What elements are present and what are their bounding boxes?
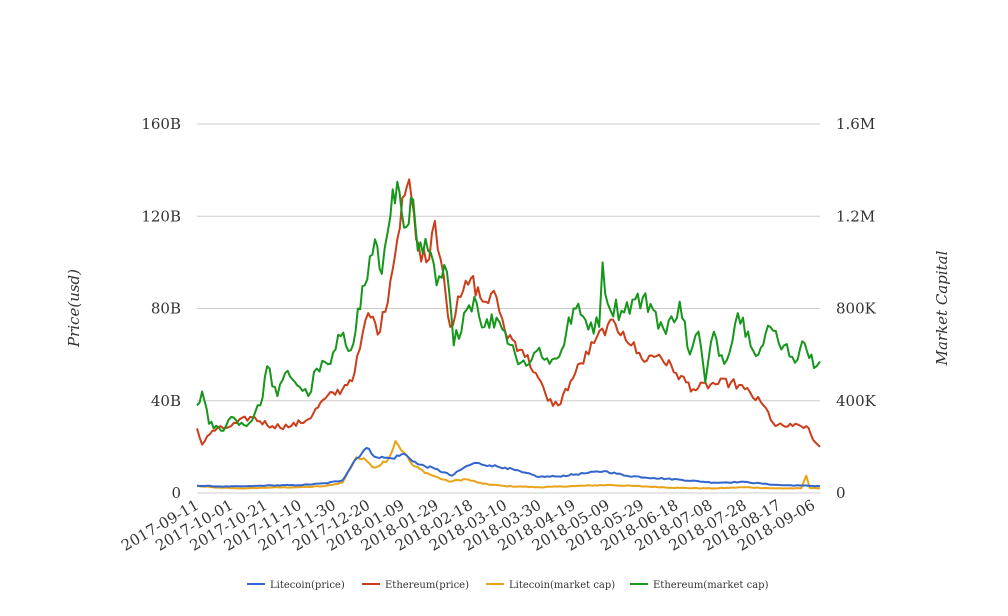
right-tick-label: 800K — [836, 300, 877, 318]
left-axis-title: Price(usd) — [65, 269, 83, 348]
left-tick-label: 160B — [141, 115, 181, 133]
left-axis-ticks: 0 40B 80B 120B 160B — [141, 115, 181, 502]
series-line-litecoin-market-cap — [196, 440, 820, 490]
right-tick-label: 1.6M — [836, 115, 875, 133]
series-layer — [196, 178, 821, 490]
series-line-ethereum-price — [196, 178, 821, 448]
series-line-ethereum-market-cap — [196, 180, 821, 432]
right-tick-label: 0 — [836, 484, 846, 502]
right-tick-label: 1.2M — [836, 207, 875, 225]
legend-label: Ethereum(price) — [385, 580, 469, 591]
series-line-litecoin-price — [196, 447, 821, 488]
right-axis-ticks: 0 400K 800K 1.2M 1.6M — [836, 115, 877, 502]
right-tick-label: 400K — [836, 392, 877, 410]
right-axis-title: Market Capital — [933, 250, 951, 366]
x-axis-ticks: 2017-09-112017-10-012017-10-212017-11-10… — [118, 496, 818, 555]
left-tick-label: 80B — [151, 300, 181, 318]
gridlines — [197, 123, 820, 494]
legend-label: Litecoin(market cap) — [509, 580, 615, 591]
left-tick-label: 0 — [171, 484, 181, 502]
legend: Litecoin(price) Ethereum(price) Litecoin(m… — [247, 580, 769, 591]
legend-label: Ethereum(market cap) — [653, 580, 769, 591]
left-tick-label: 120B — [141, 207, 181, 225]
left-tick-label: 40B — [151, 392, 181, 410]
legend-label: Litecoin(price) — [270, 580, 345, 591]
